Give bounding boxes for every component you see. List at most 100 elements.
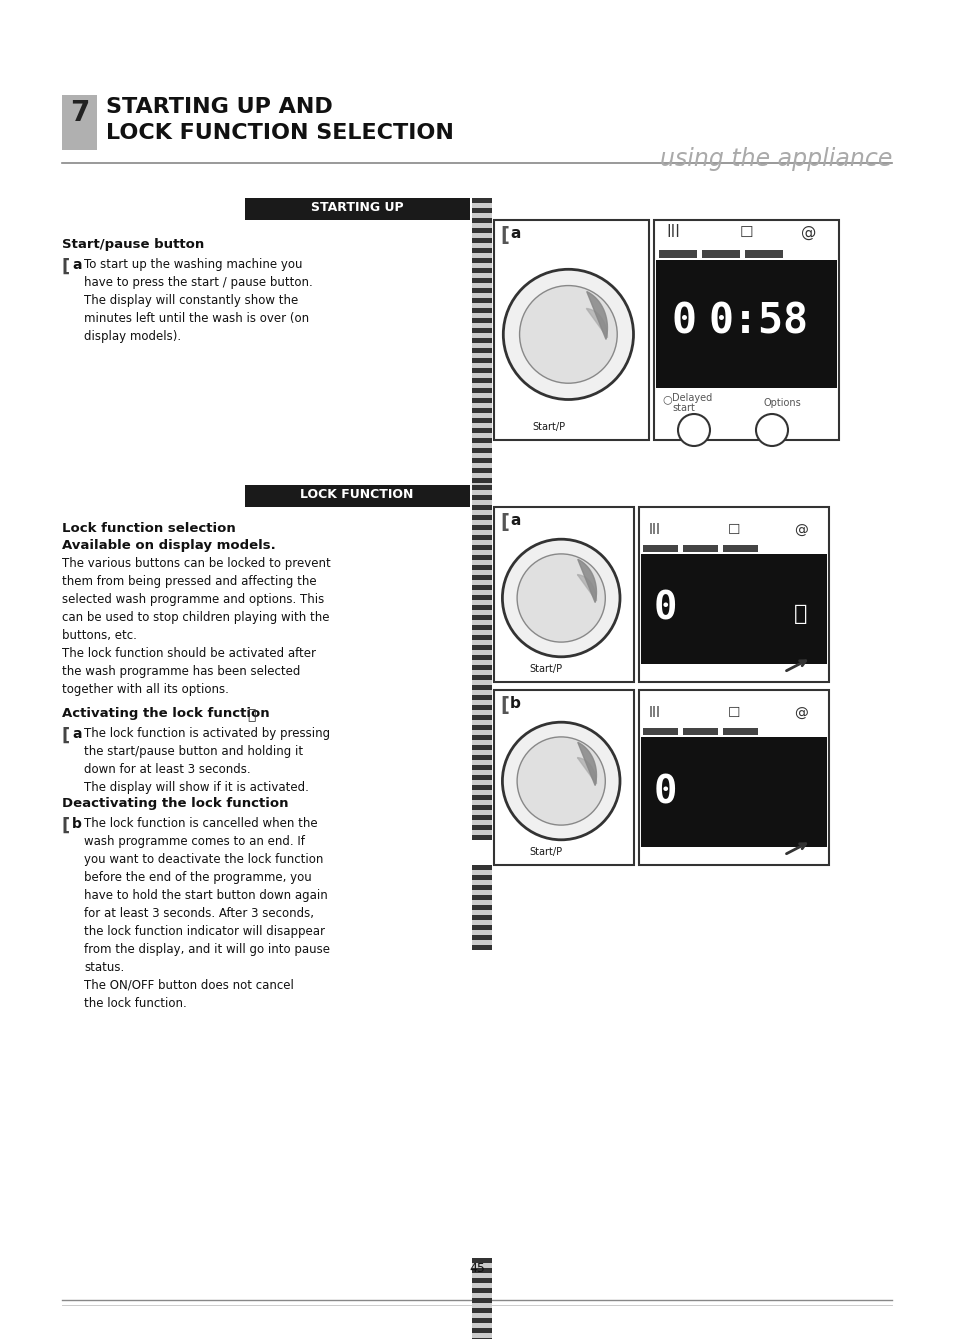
Circle shape [517, 554, 604, 643]
Bar [472, 323, 492, 328]
Text: 0: 0 [671, 301, 697, 343]
Text: STARTING UP: STARTING UP [311, 201, 403, 214]
Bar [472, 363, 492, 368]
Bar [472, 317, 492, 323]
Bar [472, 248, 492, 253]
Bar [640, 704, 826, 726]
Bar [472, 1308, 492, 1314]
Text: The lock function is cancelled when the
wash programme comes to an end. If
you w: The lock function is cancelled when the … [84, 817, 330, 1010]
Bar [472, 649, 492, 655]
Bar [472, 358, 492, 363]
Bar [472, 574, 492, 580]
Bar [472, 303, 492, 308]
Bar [472, 935, 492, 940]
Bar [472, 925, 492, 931]
Bar [472, 403, 492, 408]
Bar [472, 805, 492, 810]
Bar [472, 208, 492, 213]
Bar [640, 692, 826, 702]
Bar [472, 1328, 492, 1334]
Bar [472, 328, 492, 333]
Bar [472, 438, 492, 443]
Bar [472, 1318, 492, 1323]
Bar [472, 536, 492, 540]
Bar [494, 507, 634, 682]
Text: 🔒: 🔒 [247, 708, 255, 722]
Bar [472, 398, 492, 403]
Bar [682, 545, 718, 552]
Bar [472, 605, 492, 611]
Bar [640, 736, 826, 848]
Bar [472, 213, 492, 218]
Bar [472, 635, 492, 640]
Bar [472, 781, 492, 785]
Bar [642, 545, 678, 552]
Bar [472, 204, 492, 208]
Text: b: b [510, 696, 520, 711]
Bar [472, 761, 492, 765]
Polygon shape [578, 560, 596, 603]
Bar [472, 810, 492, 815]
Bar [472, 1303, 492, 1308]
Text: Activating the lock function: Activating the lock function [62, 707, 270, 720]
Text: LOCK FUNCTION: LOCK FUNCTION [300, 487, 414, 501]
Bar [472, 228, 492, 233]
Bar [472, 680, 492, 686]
Bar [472, 894, 492, 900]
Text: start: start [671, 403, 694, 412]
Bar [640, 509, 826, 520]
Bar [472, 880, 492, 885]
Text: |||: ||| [648, 524, 660, 534]
Text: [: [ [499, 513, 508, 532]
Bar [472, 620, 492, 625]
Text: [: [ [62, 258, 71, 276]
Bar [472, 469, 492, 473]
Bar [472, 1293, 492, 1297]
Circle shape [678, 414, 709, 446]
Bar [472, 615, 492, 620]
Text: ○: ○ [661, 394, 671, 404]
Bar [472, 905, 492, 911]
Bar [472, 279, 492, 283]
Bar [640, 665, 826, 680]
Text: [: [ [62, 817, 71, 836]
Bar [472, 695, 492, 700]
Bar [62, 95, 97, 150]
Bar [472, 495, 492, 499]
Bar [472, 795, 492, 799]
Text: 0: 0 [654, 590, 677, 628]
Bar [472, 915, 492, 920]
Bar [472, 775, 492, 781]
Bar [656, 260, 836, 388]
Bar [472, 700, 492, 706]
Text: 7: 7 [70, 99, 90, 127]
Bar [472, 730, 492, 735]
Bar [472, 1293, 492, 1297]
Text: Start/P: Start/P [529, 664, 561, 674]
Bar [472, 675, 492, 680]
Text: Available on display models.: Available on display models. [62, 540, 275, 552]
Bar [472, 790, 492, 795]
Bar [472, 554, 492, 560]
Bar [472, 262, 492, 268]
Text: |||: ||| [648, 706, 660, 716]
Bar [472, 293, 492, 299]
Bar [472, 258, 492, 262]
Bar [472, 1268, 492, 1273]
Bar [245, 198, 470, 220]
Bar [472, 819, 492, 825]
Text: Start/pause button: Start/pause button [62, 238, 204, 250]
Bar [472, 1303, 492, 1308]
Bar [245, 485, 470, 507]
Bar [472, 874, 492, 880]
Bar [472, 611, 492, 615]
Text: 45: 45 [469, 1261, 484, 1275]
Bar [472, 1283, 492, 1288]
Text: STARTING UP AND: STARTING UP AND [106, 96, 333, 116]
Polygon shape [586, 308, 607, 337]
Bar [472, 525, 492, 530]
Bar [472, 565, 492, 570]
Bar [472, 836, 492, 840]
Bar [472, 911, 492, 915]
Bar [472, 224, 492, 228]
